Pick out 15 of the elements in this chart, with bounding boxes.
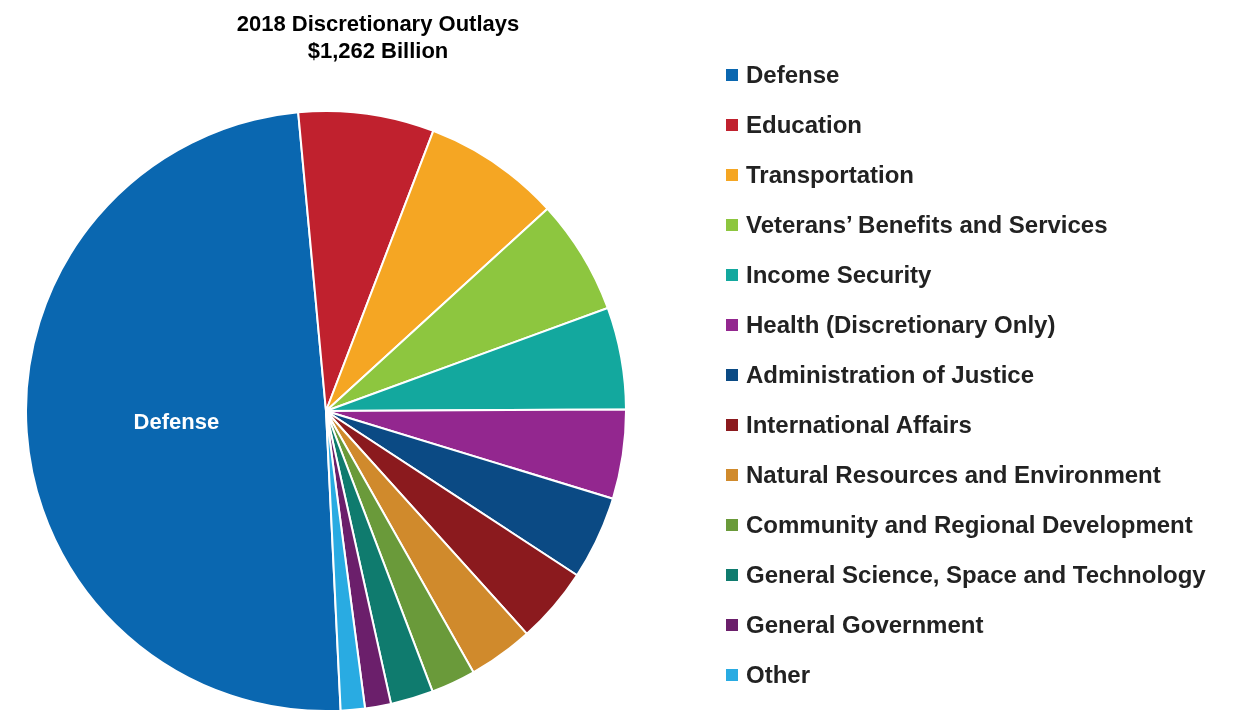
chart-title: 2018 Discretionary Outlays $1,262 Billion (235, 10, 521, 64)
legend-label: General Government (746, 611, 984, 639)
legend-label: General Science, Space and Technology (746, 561, 1206, 589)
legend-label: Income Security (746, 261, 932, 289)
legend-label: Transportation (746, 161, 915, 189)
legend-label: Natural Resources and Environment (746, 461, 1161, 489)
legend-label: Other (746, 661, 811, 689)
legend-label: Administration of Justice (746, 361, 1035, 389)
legend-label: Education (746, 111, 863, 139)
slice-label: Defense (133, 409, 220, 435)
legend-label: Health (Discretionary Only) (746, 311, 1056, 339)
legend-label: Defense (746, 61, 840, 89)
legend-label: Veterans’ Benefits and Services (746, 211, 1108, 239)
legend-label: Community and Regional Development (746, 511, 1193, 539)
legend-label: International Affairs (746, 411, 972, 439)
